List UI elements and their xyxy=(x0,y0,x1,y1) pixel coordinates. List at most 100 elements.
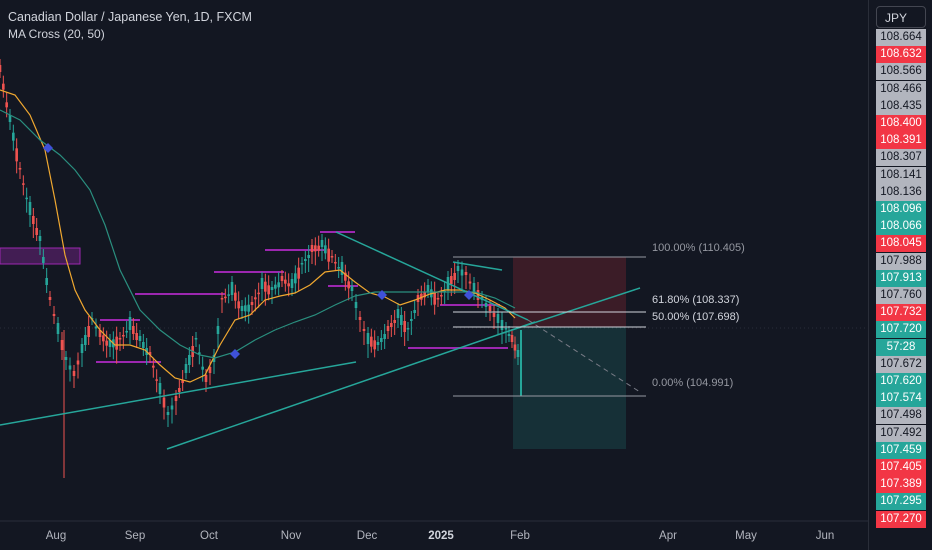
price-label: 107.732 xyxy=(876,304,926,322)
candle-body xyxy=(212,355,216,362)
time-label: Dec xyxy=(356,530,378,542)
candle-body xyxy=(220,298,224,300)
candle-body xyxy=(300,263,304,265)
candle-body xyxy=(0,65,2,72)
fib-level-label: 61.80% (108.337) xyxy=(652,294,739,306)
candle-body xyxy=(224,296,227,299)
chart-title: Canadian Dollar / Japanese Yen, 1D, FXCM xyxy=(8,10,252,24)
price-label: 107.405 xyxy=(876,459,926,476)
time-label: Feb xyxy=(510,530,530,542)
candle-body xyxy=(450,276,453,284)
candle-body xyxy=(237,301,240,309)
candle-body xyxy=(35,228,38,235)
candle-body xyxy=(317,245,320,251)
candle-body xyxy=(370,336,373,347)
candle-body xyxy=(274,284,277,289)
candle-body xyxy=(500,320,504,330)
time-label: Jun xyxy=(815,530,835,542)
candle-body xyxy=(410,319,413,321)
candle-body xyxy=(174,396,178,401)
candle-body xyxy=(125,331,128,333)
candle-body xyxy=(45,278,48,285)
projection-line xyxy=(527,319,641,393)
candle-body xyxy=(108,340,112,347)
candle-body xyxy=(56,323,60,334)
price-label: 107.672 xyxy=(876,355,926,373)
candle-body xyxy=(406,328,410,330)
price-label: 107.574 xyxy=(876,390,926,408)
candle-body xyxy=(170,405,174,410)
candle-body xyxy=(380,338,383,342)
candle-body xyxy=(420,293,423,300)
candle-body xyxy=(314,245,317,252)
candle-body xyxy=(280,276,284,281)
price-label: 107.988 xyxy=(876,252,926,270)
candle-body xyxy=(28,202,32,215)
candle-body xyxy=(42,257,45,263)
candle-body xyxy=(488,306,492,311)
candle-body xyxy=(68,365,72,370)
trendline xyxy=(166,321,536,450)
time-label: May xyxy=(735,530,757,542)
time-label: Nov xyxy=(280,530,302,542)
candle-body xyxy=(194,338,198,340)
candle-body xyxy=(320,240,324,247)
candle-body xyxy=(310,245,314,252)
candle-body xyxy=(260,278,264,289)
price-label: 107.720 xyxy=(876,321,926,339)
countdown-label: 57:28 xyxy=(876,338,926,356)
candle-body xyxy=(52,314,56,316)
candle-body xyxy=(396,309,400,318)
candle-body xyxy=(18,168,22,170)
candle-body xyxy=(297,267,300,279)
candle-body xyxy=(76,360,80,365)
candle-body xyxy=(142,342,145,348)
candle-body xyxy=(184,364,188,373)
candle-body xyxy=(284,279,287,284)
time-label: Sep xyxy=(124,530,146,542)
indicator-label[interactable]: MA Cross (20, 50) xyxy=(8,27,105,41)
ma-cross-marker xyxy=(377,290,387,300)
candle-body xyxy=(198,352,201,355)
candle-body xyxy=(208,367,212,373)
candle-body xyxy=(400,315,403,325)
candle-body xyxy=(516,350,520,357)
candle-body xyxy=(98,330,102,337)
candle-body xyxy=(373,340,376,350)
candle-body xyxy=(453,273,456,280)
candle-body xyxy=(496,314,500,323)
candle-body xyxy=(413,310,416,313)
candle-body xyxy=(132,326,135,334)
candle-body xyxy=(423,292,426,298)
time-label: Oct xyxy=(200,530,218,542)
candle-body xyxy=(204,375,208,382)
ma-cross-marker xyxy=(43,143,53,153)
candle-body xyxy=(155,379,158,381)
candle-body xyxy=(122,335,125,337)
currency-button[interactable]: JPY xyxy=(876,6,926,28)
price-label: 108.466 xyxy=(876,80,926,98)
ma-20-line xyxy=(0,89,516,383)
candle-body xyxy=(350,286,354,291)
candle-body xyxy=(72,371,76,376)
time-label: 2025 xyxy=(428,530,454,542)
candle-body xyxy=(294,273,297,284)
candle-body xyxy=(102,335,105,342)
candle-body xyxy=(94,326,98,329)
candle-body xyxy=(468,281,472,284)
candle-body xyxy=(188,355,191,365)
price-label: 108.400 xyxy=(876,115,926,132)
candle-body xyxy=(8,115,12,122)
candle-body xyxy=(433,291,436,305)
candle-body xyxy=(277,282,280,288)
candle-body xyxy=(344,272,347,281)
candle-body xyxy=(354,302,358,308)
fib-level-label: 50.00% (107.698) xyxy=(652,311,739,323)
ma-cross-marker xyxy=(464,290,474,300)
candle-body xyxy=(178,388,181,392)
trendline xyxy=(335,231,529,321)
candle-body xyxy=(201,366,204,370)
candle-body xyxy=(270,287,274,290)
